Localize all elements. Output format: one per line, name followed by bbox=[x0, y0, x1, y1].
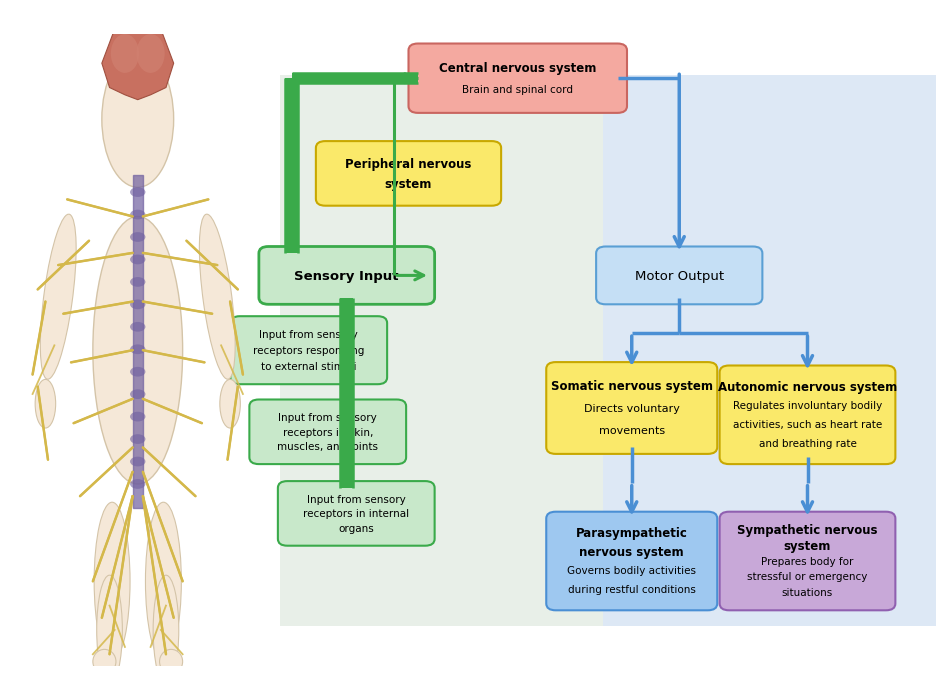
Ellipse shape bbox=[130, 322, 145, 332]
FancyBboxPatch shape bbox=[258, 247, 434, 305]
Text: muscles, and joints: muscles, and joints bbox=[277, 442, 378, 452]
Text: movements: movements bbox=[598, 426, 665, 437]
Text: Sensory Input: Sensory Input bbox=[294, 271, 399, 284]
Ellipse shape bbox=[130, 390, 145, 399]
Text: Input from sensory: Input from sensory bbox=[307, 494, 406, 505]
Ellipse shape bbox=[160, 649, 182, 674]
Text: Input from sensory: Input from sensory bbox=[259, 330, 358, 341]
Ellipse shape bbox=[130, 457, 145, 466]
Ellipse shape bbox=[130, 209, 145, 220]
Ellipse shape bbox=[94, 503, 130, 660]
Ellipse shape bbox=[93, 216, 182, 484]
Bar bbox=[292, 73, 418, 83]
Text: organs: organs bbox=[338, 524, 374, 534]
FancyBboxPatch shape bbox=[720, 511, 895, 611]
Ellipse shape bbox=[111, 34, 139, 73]
Text: Autonomic nervous system: Autonomic nervous system bbox=[718, 381, 897, 394]
Text: stressful or emergency: stressful or emergency bbox=[748, 573, 867, 582]
FancyBboxPatch shape bbox=[315, 141, 502, 205]
Ellipse shape bbox=[130, 299, 145, 309]
FancyBboxPatch shape bbox=[597, 247, 762, 305]
Ellipse shape bbox=[130, 232, 145, 242]
Bar bbox=[285, 78, 298, 254]
Ellipse shape bbox=[97, 575, 123, 680]
Text: to external stimuli: to external stimuli bbox=[261, 362, 356, 371]
Ellipse shape bbox=[200, 214, 236, 379]
Text: Sympathetic nervous: Sympathetic nervous bbox=[737, 524, 878, 537]
Text: activities, such as heart rate: activities, such as heart rate bbox=[732, 420, 883, 430]
Text: Peripheral nervous: Peripheral nervous bbox=[345, 158, 472, 171]
Ellipse shape bbox=[130, 435, 145, 444]
Text: receptors in internal: receptors in internal bbox=[303, 509, 409, 519]
Text: receptors in skin,: receptors in skin, bbox=[282, 428, 373, 437]
FancyBboxPatch shape bbox=[546, 511, 717, 611]
Text: Brain and spinal cord: Brain and spinal cord bbox=[463, 86, 573, 95]
Ellipse shape bbox=[153, 575, 179, 680]
Text: receptors responding: receptors responding bbox=[253, 346, 365, 356]
Circle shape bbox=[102, 51, 174, 187]
Bar bbox=[340, 298, 353, 488]
Bar bbox=[603, 75, 936, 626]
Text: situations: situations bbox=[782, 588, 833, 598]
FancyBboxPatch shape bbox=[408, 44, 627, 113]
Ellipse shape bbox=[130, 479, 145, 489]
Bar bbox=[280, 75, 603, 626]
Text: Regulates involuntary bodily: Regulates involuntary bodily bbox=[732, 401, 883, 411]
Ellipse shape bbox=[93, 649, 116, 674]
Ellipse shape bbox=[35, 379, 56, 428]
Ellipse shape bbox=[130, 344, 145, 354]
Text: system: system bbox=[385, 178, 432, 191]
Text: Directs voluntary: Directs voluntary bbox=[584, 404, 679, 414]
Text: and breathing rate: and breathing rate bbox=[758, 439, 857, 449]
Ellipse shape bbox=[145, 503, 181, 660]
Text: Parasympathetic: Parasympathetic bbox=[576, 527, 688, 540]
Ellipse shape bbox=[130, 254, 145, 265]
FancyBboxPatch shape bbox=[230, 316, 388, 384]
Text: Central nervous system: Central nervous system bbox=[439, 62, 597, 75]
Text: during restful conditions: during restful conditions bbox=[568, 585, 695, 595]
Text: system: system bbox=[784, 540, 831, 553]
Polygon shape bbox=[102, 22, 174, 100]
Text: Somatic nervous system: Somatic nervous system bbox=[551, 380, 712, 393]
Ellipse shape bbox=[137, 34, 164, 73]
FancyBboxPatch shape bbox=[546, 362, 717, 454]
Text: Governs bodily activities: Governs bodily activities bbox=[567, 566, 696, 577]
Ellipse shape bbox=[130, 187, 145, 197]
Polygon shape bbox=[133, 175, 142, 509]
Text: Motor Output: Motor Output bbox=[635, 271, 724, 284]
Text: Prepares body for: Prepares body for bbox=[761, 557, 854, 566]
FancyBboxPatch shape bbox=[249, 400, 406, 464]
Ellipse shape bbox=[130, 367, 145, 377]
Ellipse shape bbox=[130, 277, 145, 287]
FancyBboxPatch shape bbox=[720, 366, 895, 464]
Ellipse shape bbox=[130, 412, 145, 422]
Ellipse shape bbox=[219, 379, 240, 428]
FancyBboxPatch shape bbox=[277, 481, 434, 545]
Text: Input from sensory: Input from sensory bbox=[278, 413, 377, 423]
Ellipse shape bbox=[40, 214, 76, 379]
Text: nervous system: nervous system bbox=[580, 546, 684, 559]
